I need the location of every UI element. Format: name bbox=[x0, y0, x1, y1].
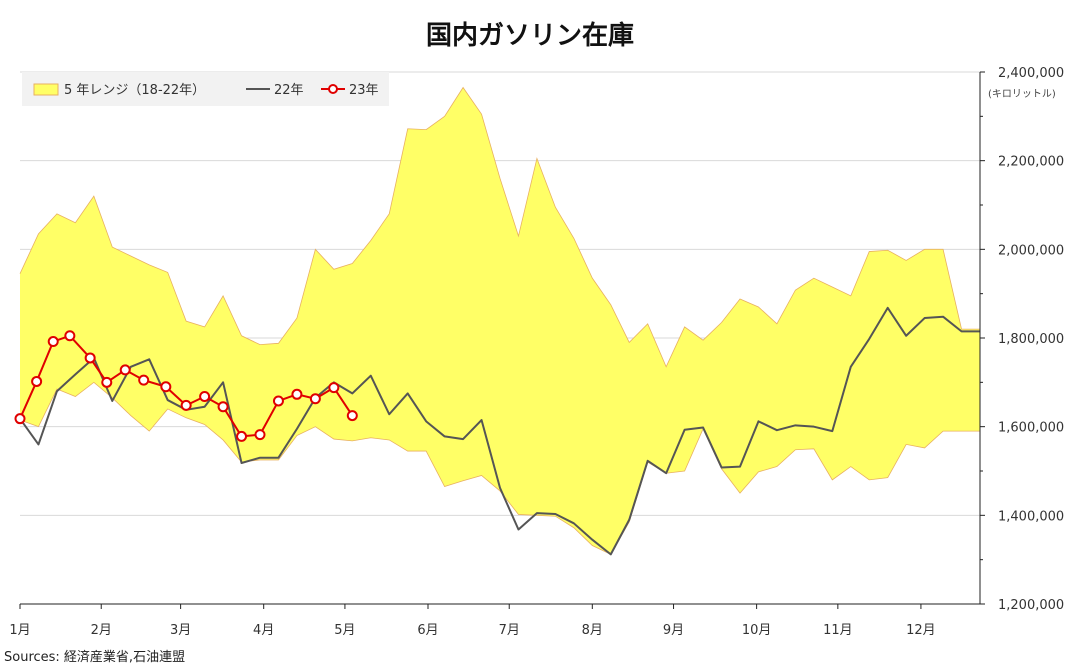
axes bbox=[19, 71, 985, 609]
y-tick-label: 1,200,000 bbox=[998, 598, 1064, 613]
series-23-point bbox=[119, 364, 131, 376]
series-23-point bbox=[291, 388, 303, 400]
series-23-point bbox=[236, 430, 248, 442]
y-tick-label: 1,800,000 bbox=[998, 332, 1064, 347]
legend-range-swatch bbox=[33, 83, 59, 96]
series-23-point bbox=[31, 375, 43, 387]
series-23-point bbox=[84, 352, 96, 364]
series-22-line bbox=[19, 306, 980, 556]
legend: 5 年レンジ（18-22年） 22年 23年 bbox=[22, 72, 389, 106]
series-23-point bbox=[138, 374, 150, 386]
series-23-point bbox=[180, 399, 192, 411]
y-tick-label: 1,400,000 bbox=[998, 509, 1064, 524]
series-23-point bbox=[101, 376, 113, 388]
x-tick-label: 4月 bbox=[253, 623, 274, 638]
series-23-point bbox=[199, 391, 211, 403]
series-23-point bbox=[160, 381, 172, 393]
x-tick-label: 2月 bbox=[91, 623, 112, 638]
series-23-point bbox=[346, 410, 358, 422]
y-tick-labels: 1,200,000 1,400,000 1,600,000 1,800,000 2,00… bbox=[998, 66, 1064, 613]
series-23-point bbox=[272, 395, 284, 407]
series-23-point bbox=[309, 393, 321, 405]
series-23-point bbox=[328, 382, 340, 394]
x-tick-label: 8月 bbox=[582, 623, 603, 638]
legend-range-label: 5 年レンジ（18-22年） bbox=[64, 83, 205, 98]
x-tick-label: 6月 bbox=[417, 623, 438, 638]
x-tick-label: 9月 bbox=[663, 623, 684, 638]
x-tick-label: 7月 bbox=[499, 623, 520, 638]
y-tick-label: 1,600,000 bbox=[998, 421, 1064, 436]
y-axis-unit: (キロリットル) bbox=[988, 89, 1056, 100]
x-tick-label: 11月 bbox=[823, 623, 853, 638]
series-23-point bbox=[14, 413, 26, 425]
series-23-point bbox=[217, 401, 229, 413]
y-tick-label: 2,200,000 bbox=[998, 155, 1064, 170]
x-tick-labels: 1月 2月 3月 4月 5月 6月 7月 8月 9月 10月 11月 12月 bbox=[9, 623, 935, 638]
y-tick-label: 2,400,000 bbox=[998, 66, 1064, 81]
series-23-point bbox=[47, 336, 59, 348]
series-22-layer bbox=[19, 306, 980, 556]
series-23-layer bbox=[14, 330, 358, 442]
y-tick-label: 2,000,000 bbox=[998, 243, 1064, 258]
x-tick-label: 10月 bbox=[742, 623, 772, 638]
x-tick-label: 5月 bbox=[334, 623, 355, 638]
legend-22-label: 22年 bbox=[274, 83, 304, 98]
range-low-edge bbox=[19, 381, 980, 555]
chart-title: 国内ガソリン在庫 bbox=[426, 21, 634, 51]
x-tick-label: 12月 bbox=[906, 623, 936, 638]
x-tick-label: 1月 bbox=[9, 623, 30, 638]
range-high-edge bbox=[19, 86, 980, 368]
source-note: Sources: 経済産業省,石油連盟 bbox=[4, 649, 185, 665]
legend-23-label: 23年 bbox=[349, 83, 379, 98]
x-tick-label: 3月 bbox=[170, 623, 191, 638]
series-23-point bbox=[254, 429, 266, 441]
legend-23-marker bbox=[328, 84, 338, 94]
series-23-point bbox=[64, 330, 76, 342]
